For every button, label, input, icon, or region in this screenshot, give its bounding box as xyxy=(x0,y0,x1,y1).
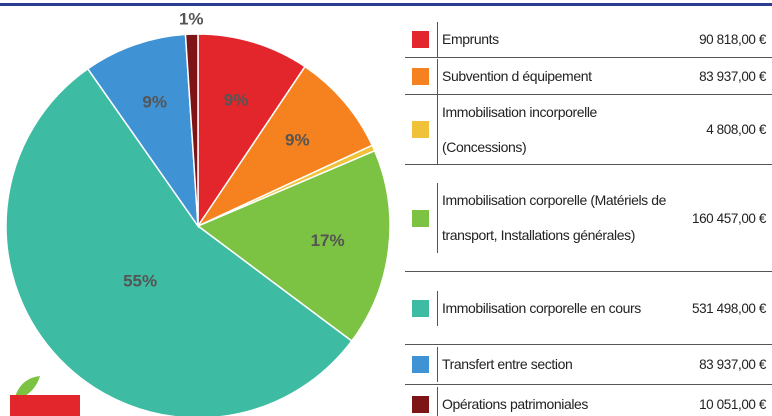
slice-label: 17% xyxy=(311,231,345,250)
pie-slice xyxy=(5,67,353,416)
pie-slice xyxy=(196,149,391,343)
legend-swatch xyxy=(412,356,429,373)
amount: 83 937,00 € xyxy=(699,357,766,372)
logo xyxy=(10,395,80,416)
slice-label: 55% xyxy=(123,272,157,291)
legend-row: Transfert entre section 83 937,00 € xyxy=(405,345,772,385)
legend-row: Opérations patrimoniales 10 051,00 € xyxy=(405,385,772,416)
legend-swatch xyxy=(412,209,429,227)
legend-label: Subvention d équipement xyxy=(437,58,667,94)
slice-label: 1% xyxy=(179,10,204,29)
logo xyxy=(14,376,40,400)
legend-label: Opérations patrimoniales xyxy=(437,387,667,416)
amount: 160 457,00 € xyxy=(691,210,766,226)
pie-slice xyxy=(184,33,199,227)
pie-slice xyxy=(86,33,199,229)
slice-label: 9% xyxy=(142,92,167,111)
legend-label: Immobilisation corporelle (Matériels de … xyxy=(437,183,667,253)
amount: 10 051,00 € xyxy=(699,397,766,412)
legend-label: Transfert entre section xyxy=(437,347,667,382)
top-rule xyxy=(0,3,772,6)
legend-swatch xyxy=(412,67,429,85)
amount: 531 498,00 € xyxy=(691,300,766,316)
legend-swatch xyxy=(412,121,429,138)
legend-row: Immobilisation incorporelle (Concessions… xyxy=(405,94,772,165)
pie-slice xyxy=(197,33,307,229)
slice-label: 9% xyxy=(224,91,249,110)
legend-row: Subvention d équipement 83 937,00 € xyxy=(405,58,772,95)
legend-label: Emprunts xyxy=(437,22,667,57)
legend-swatch xyxy=(412,396,429,413)
amount: 4 808,00 € xyxy=(706,122,766,137)
slice-label: 9% xyxy=(285,131,310,150)
pie-chart: 9% 9% 17% 55% 9% 1% xyxy=(5,10,391,416)
legend-label: Immobilisation incorporelle (Concessions… xyxy=(437,94,667,165)
legend-table: Emprunts 90 818,00 € Subvention d équipeme… xyxy=(405,22,772,416)
legend-row: Immobilisation corporelle (Matériels de … xyxy=(405,165,772,272)
legend-label: Immobilisation corporelle en cours xyxy=(437,290,667,326)
legend-swatch xyxy=(412,31,429,48)
legend-row: Emprunts 90 818,00 € xyxy=(405,22,772,58)
pie-slice xyxy=(195,65,374,228)
legend-swatch xyxy=(412,299,429,317)
amount: 83 937,00 € xyxy=(699,68,766,84)
legend-row: Immobilisation corporelle en cours 531 49… xyxy=(405,272,772,345)
amount: 90 818,00 € xyxy=(699,32,766,47)
